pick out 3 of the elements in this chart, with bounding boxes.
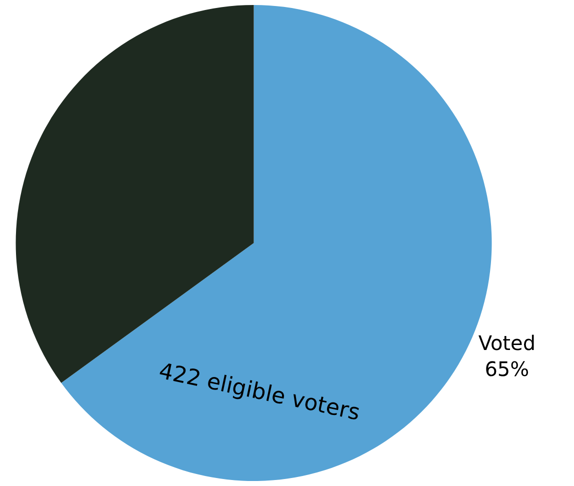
- slice-label: Voted: [478, 331, 536, 356]
- data-label: 65%: [484, 357, 530, 382]
- text: 422 eligible voters: [156, 359, 362, 426]
